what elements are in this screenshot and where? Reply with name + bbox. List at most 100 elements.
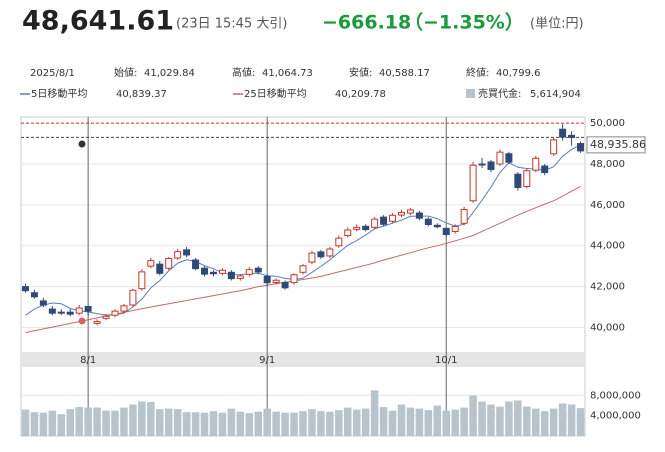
candle-body [165, 257, 173, 269]
info-label: 安値: [349, 66, 372, 79]
candle-body [290, 274, 298, 284]
candle-body [389, 214, 397, 222]
volume-bar [254, 411, 262, 436]
candle-body [487, 161, 495, 171]
volume-bar [39, 412, 48, 436]
legend-value: 5,614,904 [530, 89, 581, 100]
candle-body [397, 211, 405, 216]
legend-label: 売買代金: [478, 87, 521, 100]
volume-bar [514, 400, 522, 436]
candle-body [48, 308, 56, 314]
volume-bar [576, 408, 585, 436]
candle-body [559, 128, 567, 138]
info-label: 始値: [114, 66, 137, 79]
volume-bar [406, 407, 415, 436]
volume-bar [272, 411, 280, 436]
volume-bar [567, 404, 576, 436]
volume-bar [442, 410, 450, 436]
info-value: 41,064.73 [262, 68, 313, 79]
volume-bar [173, 409, 182, 436]
x-tick-label: 8/1 [80, 355, 96, 366]
volume-bar [326, 411, 334, 436]
volume-bar [424, 410, 433, 436]
volume-bar [281, 412, 289, 436]
candle-body [380, 216, 388, 225]
candle-body [577, 143, 585, 152]
volume-bar [487, 404, 495, 436]
legend-icon [466, 89, 475, 98]
volume-bar [451, 409, 459, 436]
time: (23日 15:45 大引) [176, 17, 287, 32]
candle-body [451, 226, 459, 232]
date-band [21, 352, 585, 367]
candle-body [102, 315, 110, 319]
candle-body [66, 311, 74, 315]
candle-body [129, 289, 137, 306]
volume-bar [361, 408, 370, 436]
volume-bar [182, 412, 191, 436]
legend-value: 40,209.78 [335, 89, 386, 100]
info-label: 終値: [466, 66, 489, 79]
candle-body [532, 157, 540, 171]
candle-body [406, 209, 414, 214]
volume-bar [147, 402, 155, 436]
volume-bar [48, 410, 57, 436]
info-date: 2025/8/1 [30, 68, 75, 79]
candle-body [541, 165, 549, 174]
candle-body [209, 271, 217, 275]
volume-bar [460, 407, 468, 436]
candle-body [335, 237, 343, 247]
candle-body [523, 170, 531, 187]
volume-bar [433, 405, 442, 436]
legend-label: 5日移動平均 [31, 87, 87, 100]
volume-bar [549, 408, 558, 436]
legend-value: 40,839.37 [116, 89, 167, 100]
candle-body [433, 224, 441, 228]
candle-body [183, 249, 191, 256]
volume-bar [102, 410, 110, 436]
x-tick-label: 10/1 [435, 355, 457, 366]
candle-body [317, 251, 325, 258]
candle-body [281, 282, 289, 289]
candle-body [93, 321, 101, 324]
candle-body [308, 252, 316, 263]
volume-bar [191, 412, 200, 436]
candle-body [353, 226, 361, 230]
volume-bar [388, 410, 397, 436]
volume-bar [66, 409, 74, 436]
ma-line [25, 144, 581, 316]
y-tick-label: 4,000,000 [590, 411, 641, 422]
change-pct: （−1.35%） [404, 11, 524, 34]
candle-body [111, 310, 119, 316]
volume-bar [379, 407, 388, 436]
candle-body [424, 218, 432, 225]
price-tag-box [586, 136, 646, 154]
candle-body [236, 275, 244, 279]
volume-bar [156, 409, 164, 436]
volume-bar [290, 412, 298, 436]
candle-body [362, 225, 370, 231]
y-tick-label: 46,000 [590, 200, 625, 211]
volume-bar [245, 413, 254, 436]
volume-bar [227, 408, 236, 436]
volume-bar [308, 409, 316, 436]
info-label: 高値: [232, 66, 255, 79]
info-value: 40,588.17 [379, 68, 430, 79]
volume-bar [299, 411, 307, 436]
candle-body [84, 305, 92, 312]
y-tick-label: 8,000,000 [590, 390, 641, 401]
candle-body [496, 151, 504, 165]
volume-bar [478, 401, 486, 436]
volume-bar [496, 406, 504, 436]
candle-body [174, 251, 182, 259]
candle-body [326, 248, 334, 257]
candle-body [218, 269, 226, 274]
volume-bar [93, 407, 101, 436]
x-tick-label: 9/1 [259, 355, 275, 366]
candle-body [460, 209, 468, 224]
volume-bar [263, 408, 271, 436]
candle-body [201, 267, 209, 275]
price: 48,641.61 [22, 6, 174, 37]
ma-line [25, 186, 581, 334]
